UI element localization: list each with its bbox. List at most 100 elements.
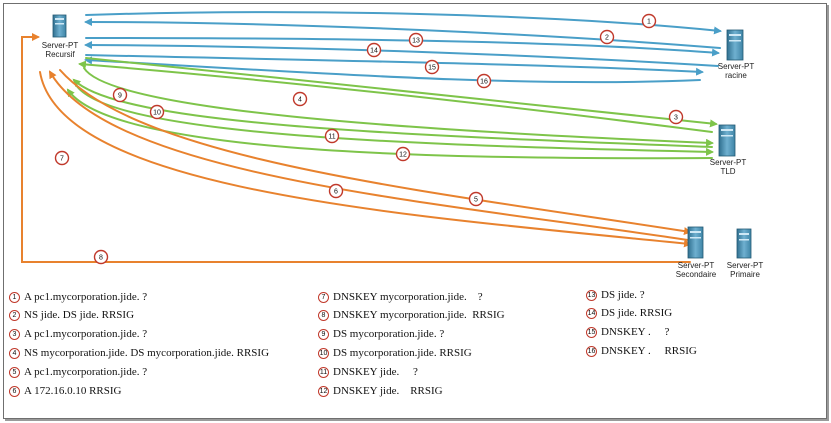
server-tld-label: Server-PT TLD	[707, 158, 749, 176]
arrow-number-badge: 3	[668, 109, 684, 125]
server-primary-icon	[736, 228, 752, 259]
arrow-number-badge: 9	[112, 87, 128, 103]
arrow-12	[66, 88, 713, 160]
arrow-number-badge: 16	[476, 73, 492, 89]
legend-number: 5	[9, 366, 20, 378]
legend-text: DS mycorporation.jide. ?	[333, 328, 445, 340]
arrow-number-badge: 8	[93, 249, 109, 265]
arrow-2	[84, 18, 721, 49]
legend-number: 2	[9, 309, 20, 321]
arrow-15	[85, 54, 704, 76]
legend-number: 14	[586, 307, 597, 319]
legend-item: 6 A 172.16.0.10 RRSIG	[9, 382, 122, 400]
arrow-number: 6	[334, 189, 338, 196]
legend-text: DNSKEY . ?	[601, 326, 670, 338]
arrow-3	[85, 57, 718, 128]
server-role: TLD	[720, 167, 736, 176]
arrow-1	[85, 11, 722, 35]
legend-text: NS mycorporation.jide. DS mycorporation.…	[24, 347, 270, 359]
legend-item: 16 DNSKEY . RRSIG	[586, 342, 697, 360]
server-name: Server-PT	[41, 41, 79, 50]
legend-text: DS jide. RRSIG	[601, 307, 673, 319]
legend-item: 9 DS mycorporation.jide. ?	[318, 325, 444, 343]
arrow-9	[83, 67, 714, 147]
legend-item: 5 A pc1.mycorporation.jide. ?	[9, 363, 147, 381]
server-primary-label: Server-PT Primaire	[724, 261, 766, 279]
server-name: Server-PT	[709, 158, 747, 167]
legend-item: 10 DS mycorporation.jide. RRSIG	[318, 344, 472, 362]
server-role: Recursif	[45, 50, 75, 59]
server-name: Server-PT	[677, 261, 715, 270]
server-role: Primaire	[730, 270, 760, 279]
arrow-16	[84, 56, 701, 84]
server-name: Server-PT	[717, 62, 755, 71]
server-recursive-label: Server-PT Recursif	[40, 41, 80, 59]
arrow-number-badge: 2	[599, 29, 615, 45]
arrow-number: 12	[399, 152, 407, 159]
arrow-number-badge: 6	[328, 183, 344, 199]
legend-item: 2 NS jide. DS jide. RRSIG	[9, 306, 134, 324]
arrow-number-badge: 13	[408, 32, 424, 48]
legend-item: 4 NS mycorporation.jide. DS mycorporation…	[9, 344, 269, 362]
arrow-4	[78, 60, 713, 133]
server-role: Secondaire	[675, 270, 717, 279]
legend-item: 13 DS jide. ?	[586, 286, 645, 304]
legend-text: DNSKEY jide. ?	[333, 366, 418, 378]
arrow-number: 11	[328, 134, 335, 141]
arrow-number: 7	[60, 156, 64, 163]
legend-number: 12	[318, 385, 329, 397]
arrow-number: 2	[605, 35, 609, 42]
arrow-number: 4	[298, 97, 302, 104]
legend-item: 7 DNSKEY mycorporation.jide. ?	[318, 288, 483, 306]
arrow-number-badge: 11	[324, 128, 340, 144]
legend-number: 1	[9, 291, 20, 303]
server-root-label: Server-PT racine	[715, 62, 757, 80]
legend-number: 4	[9, 347, 20, 359]
arrow-number-badge: 14	[366, 42, 382, 58]
legend-item: 15 DNSKEY . ?	[586, 323, 669, 341]
arrow-number-badge: 10	[149, 104, 165, 120]
legend-number: 13	[586, 289, 597, 301]
legend-item: 8 DNSKEY mycorporation.jide. RRSIG	[318, 306, 505, 324]
arrow-number-badge: 1	[641, 13, 657, 29]
arrow-number: 10	[153, 110, 161, 117]
arrow-number-badge: 15	[424, 59, 440, 75]
arrow-number: 1	[647, 19, 651, 26]
legend-text: DNSKEY mycorporation.jide. ?	[333, 291, 483, 303]
arrow-number: 15	[428, 65, 436, 72]
legend-number: 9	[318, 328, 329, 340]
legend-number: 6	[9, 385, 20, 397]
server-root-icon	[726, 29, 744, 61]
legend-text: DS jide. ?	[601, 289, 645, 301]
arrow-8	[21, 33, 691, 263]
server-tld-icon	[718, 124, 736, 157]
legend-item: 3 A pc1.mycorporation.jide. ?	[9, 325, 147, 343]
legend-number: 7	[318, 291, 329, 303]
server-name: Server-PT	[726, 261, 764, 270]
legend-item: 1 A pc1.mycorporation.jide. ?	[9, 288, 147, 306]
server-secondary-icon	[687, 226, 704, 259]
arrow-number: 14	[370, 48, 378, 55]
arrow-5	[59, 69, 692, 236]
legend-text: DS mycorporation.jide. RRSIG	[333, 347, 472, 359]
arrow-number: 3	[674, 115, 678, 122]
arrow-number: 16	[480, 79, 488, 86]
arrow-10	[72, 78, 713, 148]
arrow-number: 8	[99, 255, 103, 262]
legend-number: 11	[318, 366, 329, 378]
arrow-number: 13	[412, 38, 420, 45]
legend-text: NS jide. DS jide. RRSIG	[24, 309, 135, 321]
arrow-number-badge: 4	[292, 91, 308, 107]
arrow-number-badge: 5	[468, 191, 484, 207]
legend-text: A pc1.mycorporation.jide. ?	[24, 328, 148, 340]
arrow-14	[84, 41, 719, 67]
server-recursive-icon	[52, 14, 67, 38]
legend-number: 15	[586, 326, 597, 338]
legend-text: DNSKEY . RRSIG	[601, 345, 697, 357]
legend-item: 14 DS jide. RRSIG	[586, 304, 672, 322]
legend-number: 8	[318, 309, 329, 321]
arrow-number-badge: 7	[54, 150, 70, 166]
legend-text: DNSKEY jide. RRSIG	[333, 385, 443, 397]
arrow-7	[39, 71, 692, 248]
